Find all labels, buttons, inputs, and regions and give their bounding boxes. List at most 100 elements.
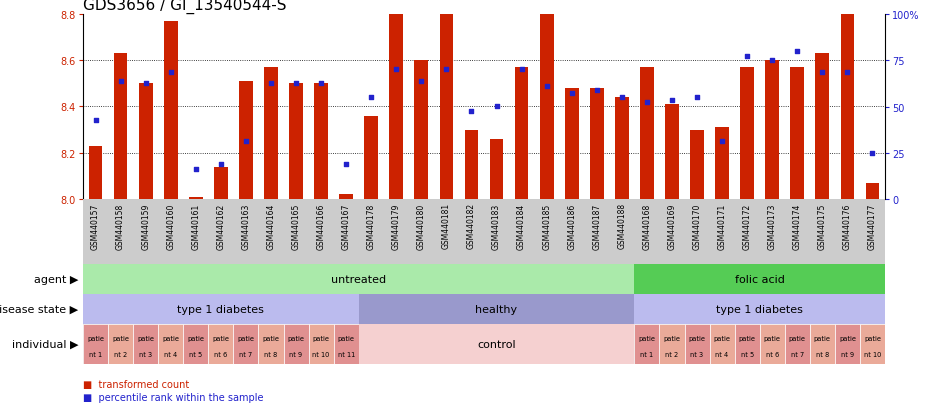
Text: GSM440164: GSM440164 [266,203,276,249]
Text: nt 8: nt 8 [265,351,277,357]
Bar [684,324,709,364]
Point [264,81,278,88]
Text: patie: patie [663,335,681,341]
Text: GSM440166: GSM440166 [316,203,326,249]
Text: nt 5: nt 5 [741,351,754,357]
Bar [734,324,759,364]
Bar [83,294,359,324]
Text: patie: patie [162,335,179,341]
Bar [759,324,784,364]
Point [840,69,855,76]
Text: patie: patie [814,335,831,341]
Text: GSM440163: GSM440163 [241,203,251,249]
Text: nt 11: nt 11 [338,351,355,357]
Text: GSM440175: GSM440175 [818,203,827,249]
Bar [359,294,635,324]
Text: type 1 diabetes: type 1 diabetes [716,304,803,314]
Text: nt 10: nt 10 [864,351,882,357]
Bar [233,324,258,364]
Text: GSM440169: GSM440169 [668,203,676,249]
Bar [83,264,635,294]
Text: GSM440181: GSM440181 [442,203,450,249]
Text: nt 7: nt 7 [791,351,804,357]
Bar [164,22,178,199]
Bar [841,0,855,199]
Bar [139,84,153,199]
Text: patie: patie [238,335,254,341]
Bar [214,167,228,199]
Text: GSM440177: GSM440177 [868,203,877,249]
Text: GSM440178: GSM440178 [366,203,376,249]
Point [314,81,328,88]
Point [239,138,253,145]
Point [289,81,303,88]
Text: patie: patie [112,335,130,341]
Bar [309,324,334,364]
Bar [740,68,754,199]
Text: patie: patie [288,335,304,341]
Bar [239,82,253,199]
Point [690,95,705,101]
Bar [283,324,309,364]
Text: patie: patie [213,335,229,341]
Text: GSM440168: GSM440168 [642,203,651,249]
Text: folic acid: folic acid [734,274,784,284]
Text: GSM440161: GSM440161 [191,203,201,249]
Text: GSM440172: GSM440172 [743,203,752,249]
Text: GSM440158: GSM440158 [117,203,125,249]
Point [790,49,805,55]
Text: nt 8: nt 8 [816,351,829,357]
Bar [339,195,353,199]
Point [164,69,179,76]
Bar [715,128,729,199]
Bar [290,84,302,199]
Point [564,90,579,97]
Bar [464,131,478,199]
Point [489,104,504,111]
Point [815,69,830,76]
Text: untreated: untreated [331,274,387,284]
Point [740,53,755,60]
Bar [690,131,704,199]
Text: GSM440188: GSM440188 [617,203,626,249]
Bar [108,324,133,364]
Text: nt 6: nt 6 [215,351,228,357]
Text: patie: patie [713,335,731,341]
Text: patie: patie [87,335,104,341]
Point [589,88,604,95]
Text: patie: patie [789,335,806,341]
Text: GSM440165: GSM440165 [291,203,301,249]
Bar [665,105,679,199]
Text: nt 3: nt 3 [690,351,704,357]
Bar [640,68,654,199]
Point [214,161,228,168]
Bar [359,324,635,364]
Bar [83,324,108,364]
Text: patie: patie [313,335,329,341]
Bar [314,84,328,199]
Text: healthy: healthy [475,304,518,314]
Point [113,78,128,85]
Text: disease state ▶: disease state ▶ [0,304,78,314]
Point [88,118,103,124]
Text: GSM440174: GSM440174 [793,203,802,249]
Bar [765,61,779,199]
Bar [635,264,885,294]
Bar [809,324,835,364]
Bar [114,54,128,199]
Text: GSM440160: GSM440160 [166,203,175,249]
Bar [189,197,203,199]
Bar [158,324,183,364]
Text: GSM440159: GSM440159 [142,203,150,249]
Text: GSM440184: GSM440184 [517,203,526,249]
Bar [866,183,880,199]
Text: nt 9: nt 9 [841,351,854,357]
Bar [183,324,208,364]
Point [439,67,454,74]
Point [388,67,403,74]
Text: nt 4: nt 4 [164,351,178,357]
Text: GSM440185: GSM440185 [542,203,551,249]
Text: agent ▶: agent ▶ [33,274,78,284]
Bar [89,147,103,199]
Point [189,166,204,173]
